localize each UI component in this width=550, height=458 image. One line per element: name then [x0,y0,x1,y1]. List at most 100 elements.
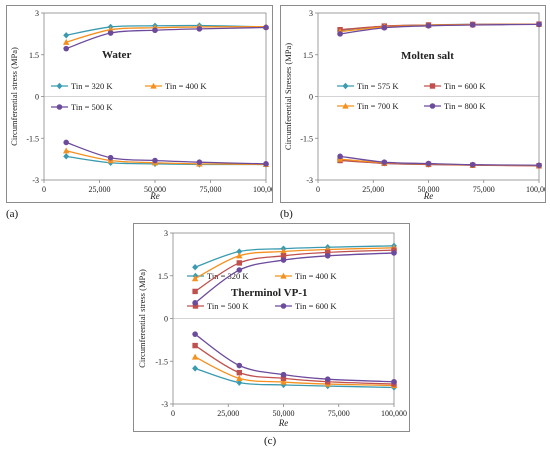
chart-panel-water: -3 -1.5 0 1.5 3 0 25,000 50,000 75,000 100,000 Re C… [6,5,273,203]
data-point [192,288,198,295]
data-point [63,147,70,154]
data-point [280,371,287,378]
x-tick-label: 25,000 [217,409,239,418]
series-line-lower [340,155,540,166]
x-tick-label: 100,000 [381,409,407,418]
data-point [192,342,198,349]
data-point [192,365,199,372]
legend-label: Tin = 500 K [71,102,113,112]
legend-label: Tin = 320 K [71,81,113,91]
legend-label: Tin = 600 K [444,81,486,91]
legend-label: Tin = 700 K [357,101,399,111]
legend-marker [280,303,287,309]
panel-label-c: (c) [264,435,277,447]
data-point [236,379,243,386]
data-point [469,22,476,28]
legend-label: Tin = 400 K [295,271,337,281]
y-tick-label: -3 [306,176,313,185]
y-tick-label: 1.5 [158,272,168,281]
y-tick-label: 0 [309,93,313,102]
data-point [391,250,397,256]
data-point [236,362,243,369]
data-point [280,253,287,259]
data-point [425,23,432,29]
data-point [536,162,542,169]
data-point [263,24,269,31]
legend-marker [192,272,199,280]
legend-label: Tin = 800 K [444,101,486,111]
y-tick-label: 3 [164,229,168,238]
data-point [107,154,114,161]
chart-title: Therminol VP-1 [231,287,308,299]
data-point [236,369,242,376]
y-tick-label: -1.5 [26,134,39,143]
data-point [391,378,397,385]
x-axis-label: Re [423,191,434,201]
x-tick-label: 100,000 [526,185,545,194]
y-tick-label: -3 [32,176,39,185]
data-point [196,26,203,32]
data-point [381,159,388,165]
y-axis-label: Circumferential Stresses (MPa) [283,43,293,150]
legend-marker [342,82,349,90]
legend-marker [342,102,349,109]
y-tick-label: 3 [35,9,39,18]
y-axis-label: Circumferential stress (MPa) [137,269,147,368]
series-line-lower [66,150,267,166]
chart-water: -3 -1.5 0 1.5 3 0 25,000 50,000 75,000 100,000 Re C… [9,9,272,201]
chart-title: Molten salt [401,50,454,62]
series-line-lower [194,333,395,383]
y-tick-label: -1.5 [155,357,168,366]
data-point [324,253,331,259]
x-tick-label: 75,000 [473,185,495,194]
data-point [280,248,287,255]
data-point [280,378,287,385]
legend-marker [150,82,157,89]
x-tick-label: 0 [316,185,320,194]
legend-marker [192,303,199,309]
data-point [192,300,198,306]
legend-marker [429,103,436,109]
data-point [536,21,542,28]
data-point [337,31,343,37]
chart-therminol: -3 -1.5 0 1.5 3 0 25,000 50,000 75,000 100,000 Re C… [137,229,407,428]
data-point [324,376,331,383]
data-point [63,45,69,52]
legend-marker [56,104,63,110]
x-tick-label: 0 [171,409,175,418]
legend-label: Tin = 320 K [207,271,249,281]
series-line-upper [340,23,540,35]
data-point [192,331,198,337]
data-point [325,249,331,256]
data-point [263,161,269,167]
legend-marker [429,83,436,89]
legend-marker [56,82,63,90]
data-point [192,264,199,271]
chart-molten-salt: -3 -1.5 0 1.5 3 0 25,000 50,000 75,000 100,000 Re C… [283,9,545,201]
series-line-upper [65,26,267,50]
y-tick-label: 0 [35,93,39,102]
x-tick-label: 25,000 [89,185,111,194]
panel-label-a: (a) [6,208,19,220]
data-point [280,375,287,382]
data-point [280,257,287,263]
data-point [63,32,70,39]
chart-title: Water [102,49,131,61]
x-tick-label: 50,000 [418,185,440,194]
data-point [152,27,158,34]
data-point [191,275,199,282]
x-axis-label: Re [278,418,289,428]
data-point [381,24,388,31]
data-point [425,160,432,167]
y-tick-label: -3 [161,400,168,409]
data-point [63,38,70,45]
x-tick-label: 25,000 [362,185,384,194]
data-point [236,260,242,266]
data-point [191,353,199,360]
x-tick-label: 0 [42,185,46,194]
data-point [236,375,243,381]
data-point [236,252,243,259]
data-point [63,153,70,160]
x-tick-label: 50,000 [144,185,166,194]
data-point [63,139,69,146]
